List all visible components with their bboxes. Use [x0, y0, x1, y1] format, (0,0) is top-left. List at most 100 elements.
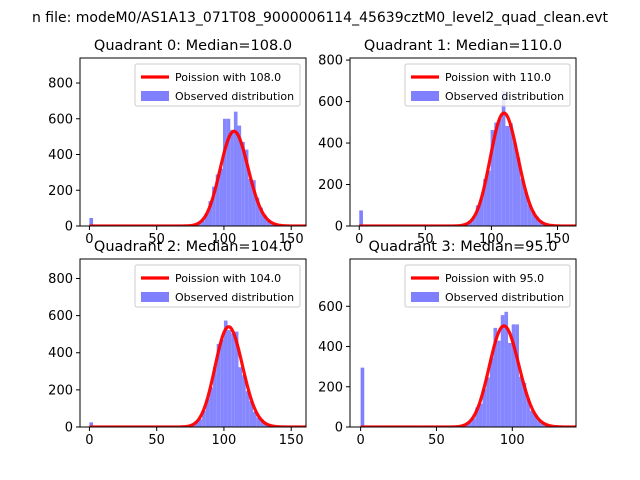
histogram-bar: [475, 407, 479, 427]
histogram-bar: [526, 398, 530, 427]
y-tick-label: 0: [335, 220, 343, 235]
histogram-bar: [237, 125, 242, 226]
histogram-bar: [244, 149, 249, 226]
histogram-bar: [500, 315, 505, 427]
x-tick-label: 100: [212, 232, 237, 247]
plot-area: [89, 111, 306, 226]
subplot-title: Quadrant 2: Median=104.0: [94, 239, 292, 255]
histogram-bar: [472, 216, 476, 226]
plot-area: [360, 311, 576, 427]
histogram-bar: [249, 400, 253, 427]
histogram-bar: [509, 123, 513, 226]
legend-poisson-label: Poission with 95.0: [445, 272, 544, 285]
histogram-bar: [227, 330, 232, 427]
histogram-bar: [468, 221, 473, 226]
histogram-bar: [231, 333, 235, 427]
histogram-bar: [498, 118, 502, 226]
legend: Poission with 110.0 Observed distribution: [404, 63, 571, 107]
axes-frame: [79, 57, 307, 227]
histogram-bar: [523, 191, 528, 226]
histogram-bar: [262, 214, 267, 226]
histogram-bar: [493, 327, 498, 427]
histogram-bar: [511, 324, 516, 427]
histogram-bar: [527, 204, 532, 226]
histogram-bar: [252, 180, 256, 226]
axes-frame: [79, 258, 307, 428]
y-tick-label: 600: [48, 112, 73, 127]
histogram-bar: [515, 324, 519, 427]
subplot-title: Quadrant 3: Median=95.0: [369, 239, 558, 255]
histogram-bar: [208, 201, 213, 226]
histogram-bars: [359, 91, 576, 226]
histogram-bar: [242, 375, 246, 427]
x-tick-label: 150: [545, 232, 570, 247]
poisson-curve: [360, 324, 576, 427]
legend-observed-label: Observed distribution: [175, 90, 294, 103]
histogram-bar: [233, 111, 238, 226]
histogram-bar: [245, 391, 250, 427]
histogram-bar: [518, 376, 523, 427]
histogram-bar: [516, 157, 521, 226]
y-tick-label: 200: [318, 178, 343, 193]
histogram-bar: [194, 421, 199, 427]
histogram-bar: [508, 342, 512, 427]
y-tick-label: 800: [48, 272, 73, 287]
histogram-bar: [226, 118, 231, 226]
histogram-bar: [213, 366, 217, 427]
histogram-bar: [478, 403, 483, 427]
histogram-bar: [248, 178, 253, 226]
x-tick-label: 150: [279, 232, 304, 247]
histogram-bar: [266, 220, 271, 226]
legend: Poission with 108.0 Observed distribution: [134, 63, 301, 107]
poisson-curve: [358, 111, 576, 226]
histogram-bar: [212, 186, 216, 226]
legend-poisson-label: Poission with 110.0: [445, 71, 551, 84]
legend-observed-swatch: [411, 292, 439, 302]
histogram-bar: [219, 168, 223, 226]
y-tick-label: 400: [48, 346, 73, 361]
histogram-bar: [255, 197, 260, 226]
x-tick-label: 0: [85, 232, 93, 247]
histogram-bar: [234, 331, 239, 427]
histogram-bar: [204, 213, 209, 226]
histogram-bar-outlier: [360, 367, 365, 427]
x-tick-label: 100: [500, 433, 525, 448]
histogram-bar: [475, 205, 480, 226]
histogram-bar: [252, 411, 257, 427]
legend-observed-label: Observed distribution: [445, 291, 564, 304]
x-tick-label: 100: [479, 232, 504, 247]
legend-poisson-label: Poission with 104.0: [175, 272, 281, 285]
legend-box: [404, 63, 571, 107]
histogram-bar: [529, 410, 534, 427]
plot-area: [358, 91, 576, 226]
histogram-bar: [483, 178, 487, 226]
histogram-bar-outlier: [89, 217, 94, 226]
histogram-bar: [201, 220, 205, 226]
histogram-bar: [205, 398, 210, 427]
subplot-quadrant-0: 0 50 100 150 0 200 400 600 800 Quadrant 0: Median…: [48, 38, 307, 247]
x-tick-label: 50: [148, 433, 165, 448]
x-tick-label: 0: [356, 433, 364, 448]
histogram-bar: [489, 357, 494, 427]
y-tick-label: 800: [48, 77, 73, 92]
x-tick-label: 50: [148, 232, 165, 247]
y-tick-label: 200: [48, 184, 73, 199]
legend-poisson-label: Poission with 108.0: [175, 71, 281, 84]
legend-observed-swatch: [141, 292, 169, 302]
y-tick-label: 0: [65, 421, 73, 436]
histogram-bars: [89, 320, 301, 427]
figure-suptitle: n file: modeM0/AS1A13_071T08_9000006114_…: [32, 10, 609, 26]
histogram-bar: [490, 129, 495, 226]
legend-box: [134, 264, 301, 308]
y-tick-label: 600: [318, 95, 343, 110]
histogram-bar: [486, 170, 491, 226]
y-tick-label: 200: [48, 383, 73, 398]
legend: Poission with 104.0 Observed distribution: [134, 264, 301, 308]
subplot-quadrant-2: 0 50 100 150 0 200 400 600 800 Quadrant 2: Median…: [48, 239, 307, 448]
histogram-bar: [471, 418, 476, 427]
histogram-bar: [505, 125, 510, 226]
histogram-bar: [497, 340, 501, 427]
histogram-bar: [522, 383, 527, 427]
x-tick-label: 100: [212, 433, 237, 448]
